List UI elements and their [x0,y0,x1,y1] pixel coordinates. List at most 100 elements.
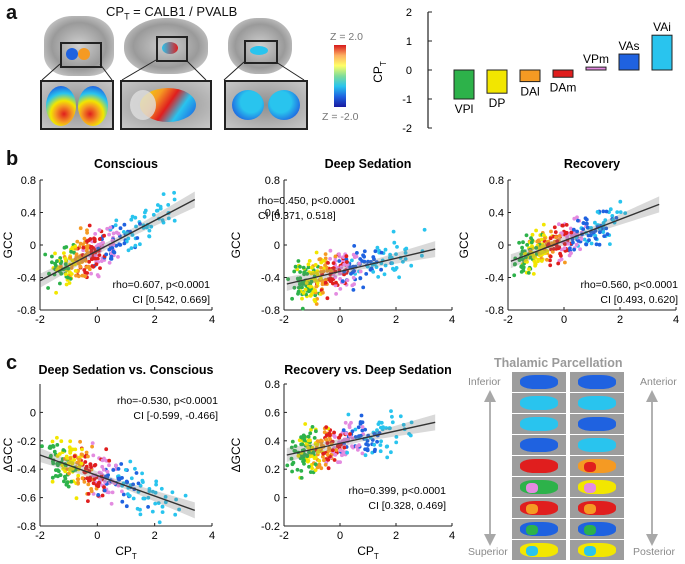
scatter-point [537,253,542,258]
scatter-point [572,216,577,221]
scatter-point [574,242,579,247]
scatter-point [342,272,346,277]
scatter-point [330,448,335,453]
scatter-point [160,510,165,514]
scatter-point [84,466,88,471]
scatter-point [120,489,124,494]
x-axis-label-sub: T [132,552,137,561]
scatter-point [388,426,392,431]
scatter-point [61,448,66,452]
x-tick-label: 2 [393,314,399,326]
scatter-point [302,458,306,463]
scatter-point [109,254,114,259]
scatter-point [133,215,138,220]
scatter-point [350,444,354,449]
scatter-point [602,234,607,238]
scatter-point [542,236,547,241]
scatter-point [107,463,111,468]
y-axis-label: GCC [1,231,15,258]
scatter-point [67,468,72,473]
scatter-point [332,430,336,435]
scatter-point [74,254,79,259]
scatter-point [74,496,79,501]
x-tick-label: -2 [35,530,45,542]
scatter-point [384,444,389,449]
scatter-point [576,218,580,223]
y-tick-label: 0 [274,240,280,252]
scatter-point [361,253,365,258]
scatter-point [85,476,90,481]
coronal-brain-slice [228,18,292,74]
scatter-point [321,454,325,459]
scatter-point [569,233,574,238]
y-axis-label: GCC [457,231,471,258]
scatter-point [69,249,73,254]
x-tick-label: -2 [503,314,513,326]
scatter-point [107,458,112,463]
scatter-point [337,252,341,256]
scatter-point [328,256,332,261]
x-axis-label: CPT [357,544,379,561]
scatter-point [134,224,138,229]
scatter-point [90,444,94,449]
y-tick-label: -0.4 [17,464,36,476]
scatter-point [390,261,394,266]
y-tick-label: -0.8 [17,521,36,533]
nucleus-region [584,462,596,472]
scatter-point [111,468,116,472]
scatter-point [328,276,333,281]
nucleus-region [526,546,538,556]
scatter-point [332,458,337,462]
scatter-point [83,274,87,279]
scatter-point [172,190,177,195]
scatter-point [72,454,77,459]
scatter-point [401,422,406,427]
stat-rho: rho=0.560, p<0.0001 [580,279,678,291]
colorbar-top-label: Z = 2.0 [330,31,363,43]
scatter-point [557,222,561,227]
scatter-point [333,453,338,457]
scatter-point [309,279,314,284]
scatter-point [584,221,589,226]
scatter-point [595,210,600,214]
scatter-point [88,237,93,241]
scatter-point [395,245,399,249]
scatter-point [59,271,64,276]
scatter-point [117,477,121,482]
scatter-point [345,278,350,283]
scatter-point [107,232,111,237]
scatter-point [299,476,304,480]
scatter-point [126,236,131,241]
colorbar-bottom-label: Z = -2.0 [322,111,359,123]
scatter-point [68,255,73,260]
scatter-point [290,439,295,444]
scatter-point [593,220,597,225]
scatter-point [48,446,53,450]
scatter-point [319,269,323,274]
scatter-point [66,275,70,280]
scatter-point [341,255,346,259]
scatter-point [342,262,347,267]
scatter-point [127,494,132,498]
scatter-point [64,282,69,287]
scatter-point [117,242,122,247]
scatter-point [422,227,427,232]
scatter-point [337,259,342,263]
scatter-point [319,265,323,270]
scatter-point [364,272,369,276]
x-tick-label: 0 [561,314,567,326]
nucleus-region [526,483,538,493]
scatter-point [146,505,151,509]
scatter-point [328,248,333,253]
scatter-point [552,247,556,251]
scatter-point [365,439,370,443]
scatter-point [120,476,124,480]
scatter-point [531,255,536,259]
scatter-point [100,464,105,469]
scatter-point [86,454,90,459]
scatter-point [364,442,368,446]
scatter-point [341,428,346,433]
scatter-point [172,218,177,223]
scatter-point [97,237,102,241]
coronal-zoom-inset [224,80,308,130]
